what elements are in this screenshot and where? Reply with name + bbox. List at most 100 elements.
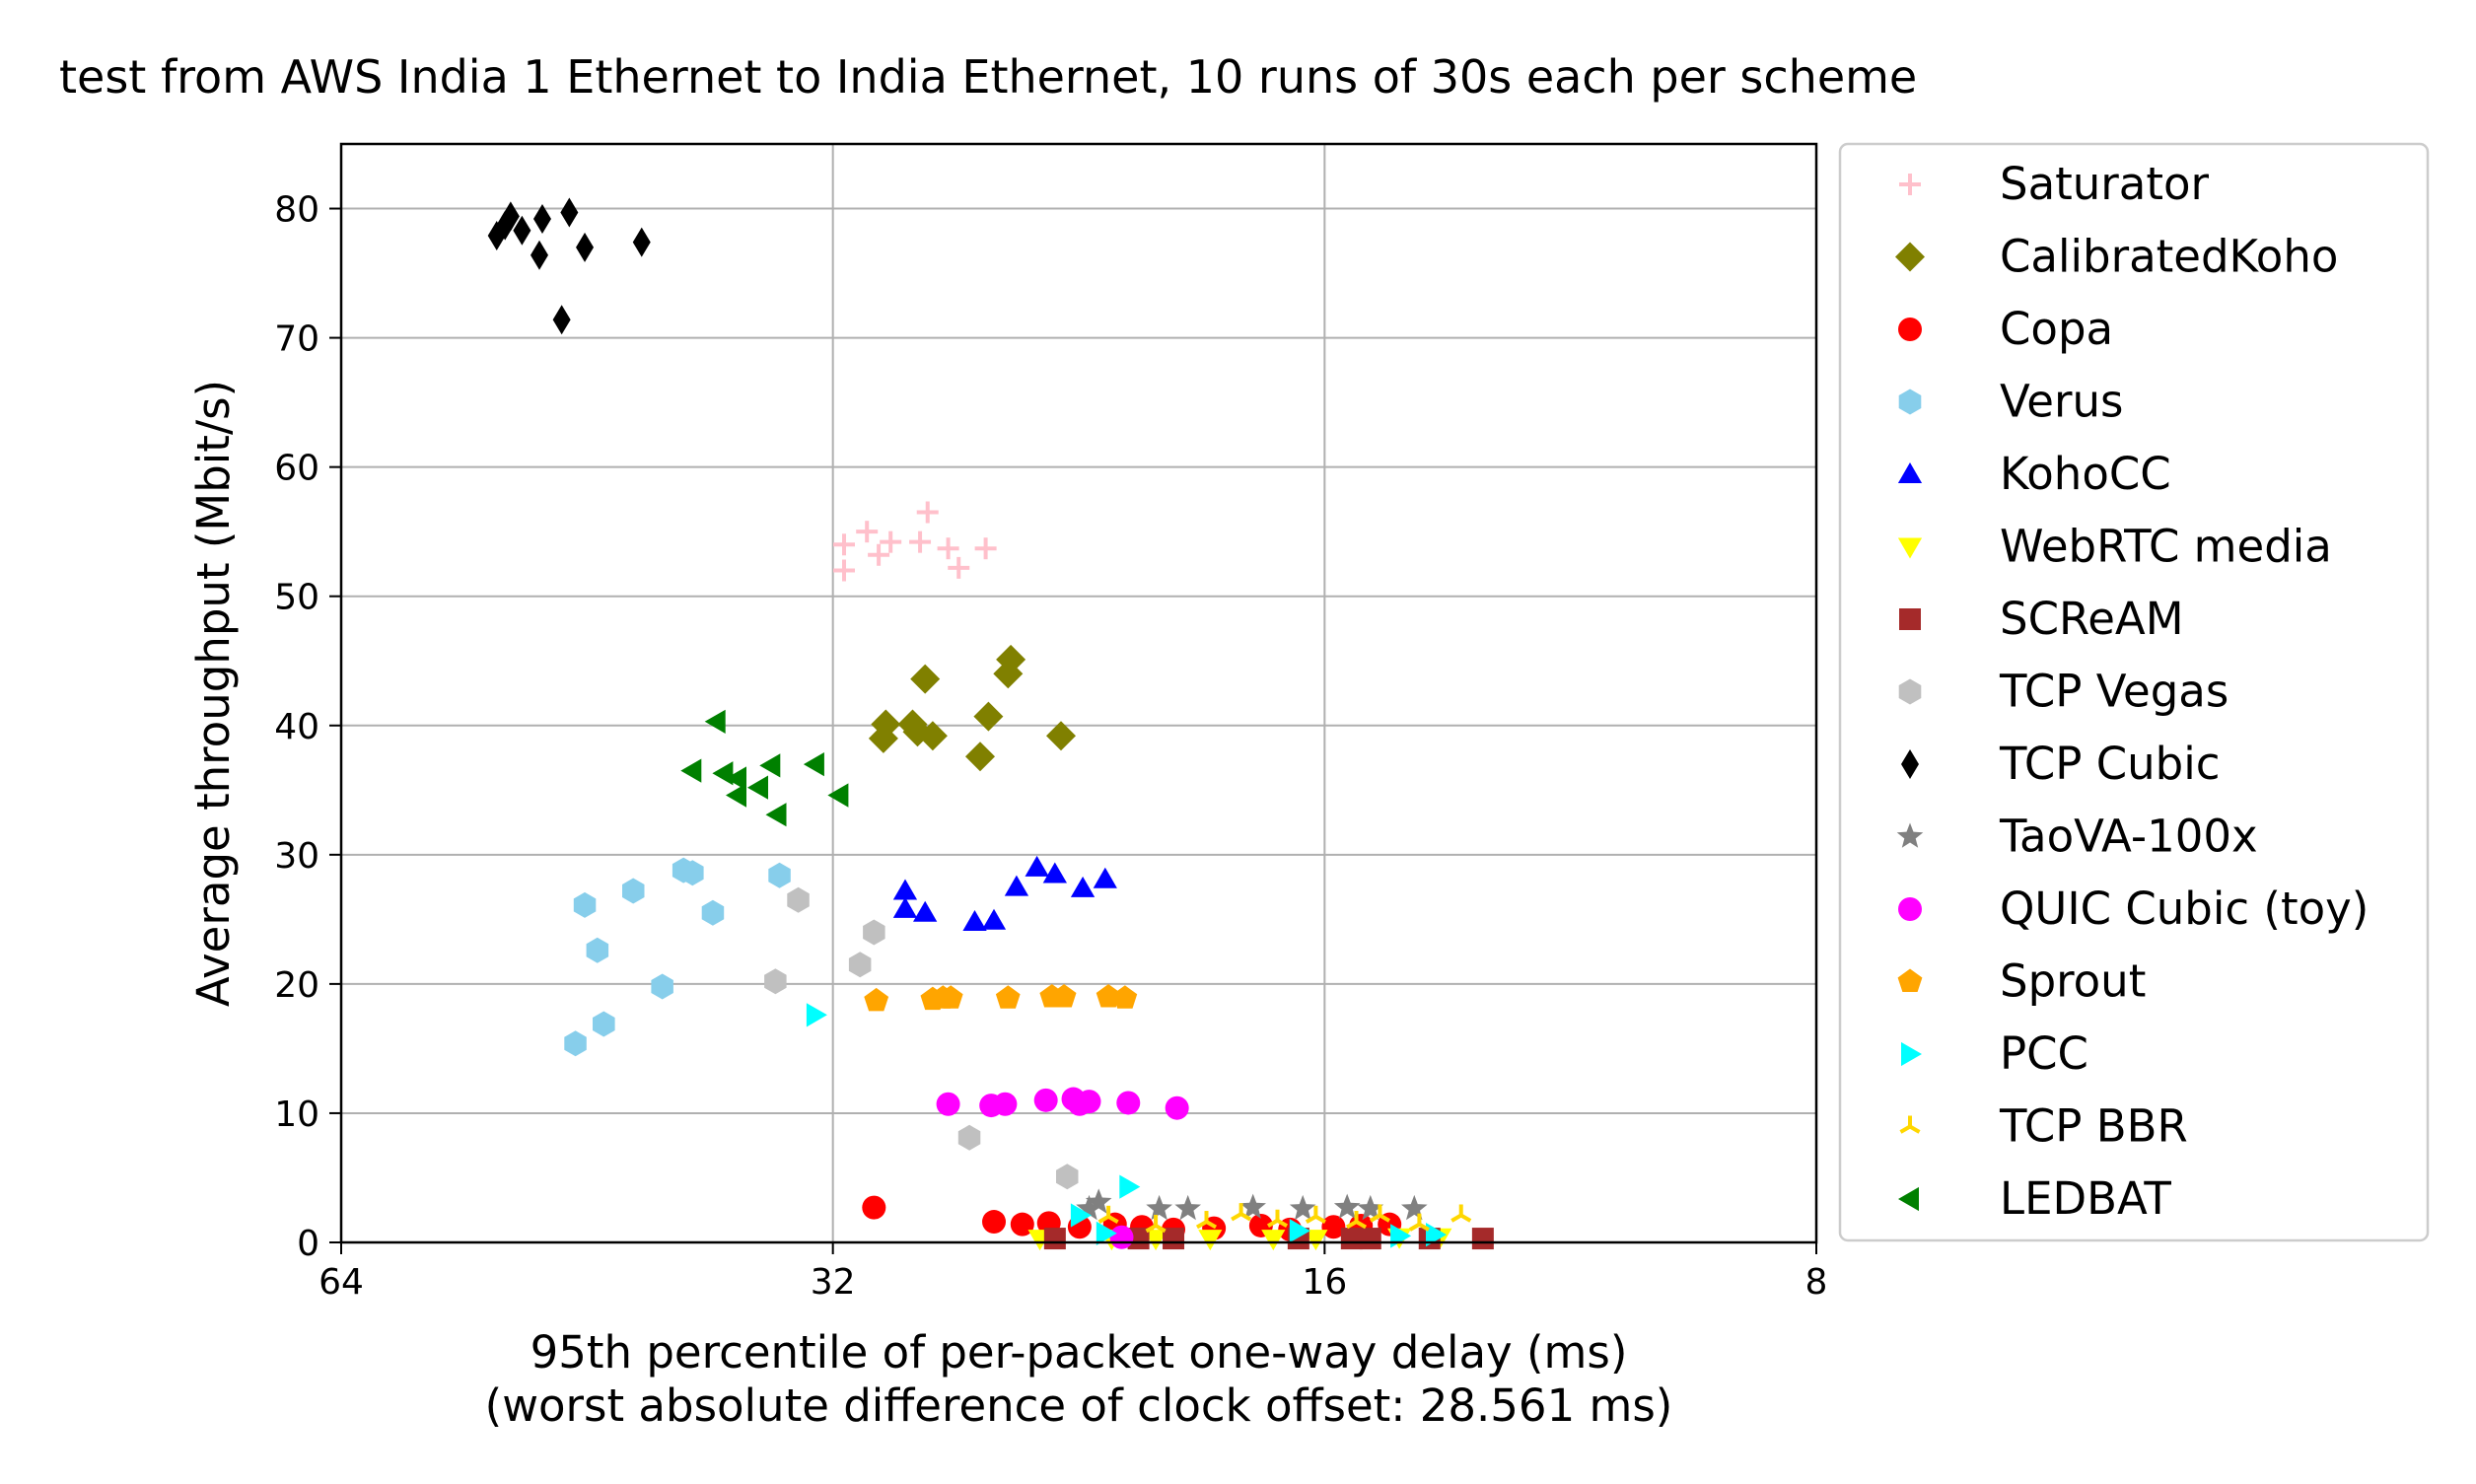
data-point	[1046, 721, 1076, 751]
data-point	[1261, 1230, 1286, 1251]
series-kohocc	[892, 855, 1117, 931]
legend-item: PCC	[1901, 1027, 2088, 1080]
data-point	[501, 201, 520, 232]
data-point	[1070, 876, 1096, 897]
data-point	[1198, 1230, 1223, 1251]
data-point	[1304, 1230, 1328, 1251]
data-point	[1096, 984, 1121, 1008]
data-point	[892, 879, 918, 900]
series-quic-cubic-toy-	[936, 1087, 1189, 1249]
data-point	[832, 533, 855, 556]
data-point	[871, 709, 901, 740]
series-tcp-cubic	[487, 197, 651, 335]
data-point	[681, 860, 704, 886]
data-point	[957, 1124, 981, 1151]
y-axis-ticks: 0 10 20 30 40 50 60 70 80	[274, 190, 341, 1264]
data-point	[1471, 1228, 1494, 1250]
data-point	[1305, 1205, 1326, 1225]
data-point	[937, 537, 959, 560]
legend-marker	[1901, 749, 1919, 779]
data-point	[827, 783, 849, 808]
legend-item: QUIC Cubic (toy)	[1898, 883, 2369, 935]
x-tick-label: 8	[1805, 1262, 1828, 1303]
data-point	[948, 556, 970, 579]
data-point	[764, 968, 787, 995]
data-point	[848, 952, 872, 978]
data-point	[938, 985, 963, 1009]
y-tick-label: 30	[274, 836, 319, 877]
data-point	[1450, 1204, 1472, 1223]
legend-item: Sprout	[1897, 955, 2146, 1008]
series-tcp-vegas	[764, 886, 1079, 1190]
series-ledbat	[680, 709, 849, 827]
data-point	[1025, 855, 1049, 877]
y-tick-label: 60	[274, 449, 319, 489]
data-point	[552, 305, 571, 335]
data-point	[1043, 1228, 1066, 1250]
legend-marker	[1901, 1041, 1922, 1067]
data-point	[856, 521, 879, 543]
legend-label: TaoVA-100x	[1999, 811, 2258, 863]
data-point	[863, 919, 885, 946]
legend-label: PCC	[2000, 1027, 2088, 1080]
legend-item: Copa	[1898, 303, 2113, 355]
data-point	[962, 910, 987, 931]
data-point	[917, 721, 948, 751]
legend-label: SCReAM	[2000, 593, 2184, 645]
data-point	[1116, 1091, 1141, 1115]
x-tick-label: 16	[1302, 1262, 1347, 1303]
data-point	[1033, 1088, 1058, 1112]
y-tick-label: 80	[274, 190, 319, 231]
legend-marker	[1898, 318, 1922, 341]
data-point	[1239, 1193, 1266, 1219]
data-point	[1401, 1194, 1428, 1221]
legend-marker	[1898, 678, 1922, 705]
legend-marker	[1896, 822, 1924, 848]
data-point	[1165, 1095, 1189, 1120]
data-point	[1359, 1228, 1381, 1250]
data-point	[1345, 1211, 1368, 1230]
data-point	[712, 761, 734, 786]
y-tick-label: 70	[274, 319, 319, 360]
chart-title: test from AWS India 1 Ethernet to India …	[59, 50, 1917, 104]
x-axis-label: 95th percentile of per-packet one-way de…	[531, 1326, 1628, 1378]
data-point	[560, 197, 579, 228]
data-point	[1127, 1228, 1150, 1250]
data-point	[916, 501, 939, 524]
x-tick-label: 32	[811, 1262, 856, 1303]
data-point	[564, 1030, 587, 1057]
series-verus	[564, 857, 791, 1057]
data-point	[1163, 1228, 1185, 1250]
data-point	[1145, 1214, 1167, 1234]
x-axis-sublabel: (worst absolute difference of clock offs…	[485, 1379, 1673, 1432]
data-point	[747, 775, 768, 800]
data-point	[1112, 985, 1138, 1009]
data-point	[868, 543, 890, 566]
x-axis-ticks: 64 32 16 8	[318, 1242, 1827, 1303]
data-point	[768, 862, 791, 888]
legend-label: QUIC Cubic (toy)	[2000, 883, 2369, 935]
data-point	[573, 891, 597, 918]
data-point	[530, 240, 548, 270]
legend-marker	[1897, 462, 1923, 483]
legend-label: LEDBAT	[2000, 1172, 2171, 1225]
data-point	[973, 701, 1004, 732]
legend-item: TCP BBR	[1899, 1100, 2188, 1153]
x-tick-label: 64	[318, 1262, 364, 1303]
data-point	[1408, 1213, 1430, 1232]
data-point	[1093, 867, 1117, 888]
data-point	[1004, 875, 1029, 896]
data-point	[680, 758, 702, 783]
data-point	[1077, 1090, 1101, 1114]
data-point	[1096, 1221, 1117, 1245]
data-point	[993, 659, 1024, 689]
legend-label: Saturator	[2000, 158, 2210, 210]
legend-item: TCP Cubic	[1901, 738, 2220, 790]
data-point	[974, 537, 997, 560]
data-point	[995, 985, 1021, 1009]
data-point	[1146, 1194, 1172, 1221]
series-saturator	[832, 501, 997, 582]
legend-item: KohoCC	[1897, 448, 2171, 500]
legend: Saturator CalibratedKoho Copa Verus KohoCC We…	[1838, 142, 2430, 1242]
